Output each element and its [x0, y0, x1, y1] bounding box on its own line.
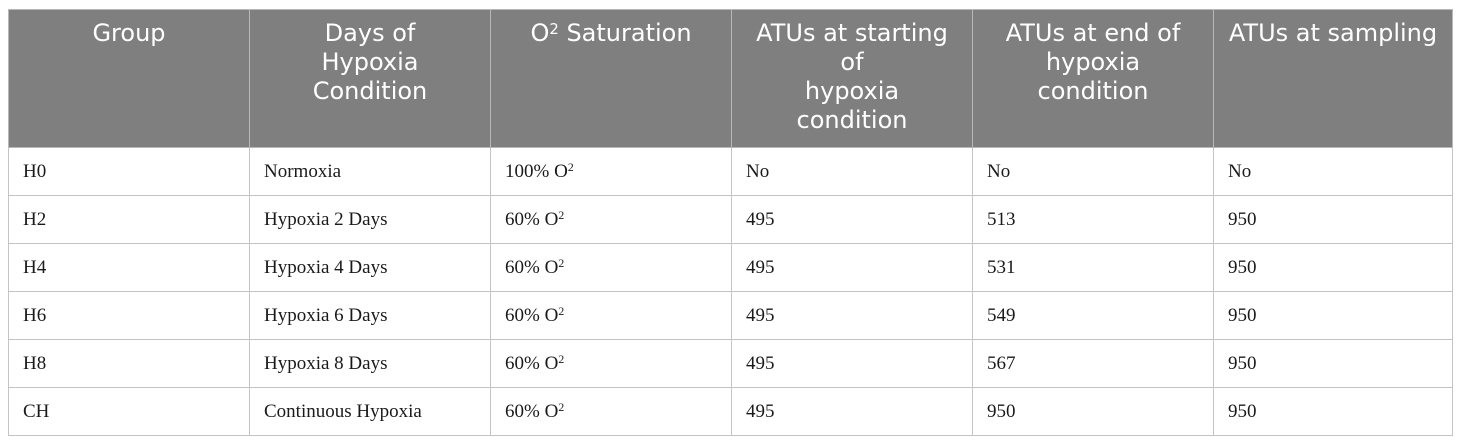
cell-o2-saturation: 60% O2: [490, 195, 732, 244]
data-table: Group Days of Hypoxia Condition O2 Satur…: [8, 9, 1453, 436]
cell-group: H4: [8, 243, 250, 292]
cell-atu-start: 495: [731, 195, 973, 244]
cell-atu-sampling: No: [1213, 147, 1453, 196]
table-container: Group Days of Hypoxia Condition O2 Satur…: [8, 9, 1453, 436]
header-atus-start: ATUs at starting of hypoxia condition: [731, 9, 973, 148]
header-atus-sampling: ATUs at sampling: [1213, 9, 1453, 148]
cell-atu-end: 531: [972, 243, 1214, 292]
cell-days: Hypoxia 4 Days: [249, 243, 491, 292]
table-row: H8 Hypoxia 8 Days 60% O2 495 567 950: [8, 339, 1453, 388]
header-group: Group: [8, 9, 250, 148]
cell-days: Hypoxia 8 Days: [249, 339, 491, 388]
cell-atu-start: 495: [731, 339, 973, 388]
cell-group: H6: [8, 291, 250, 340]
cell-days: Hypoxia 6 Days: [249, 291, 491, 340]
cell-days: Continuous Hypoxia: [249, 387, 491, 436]
cell-atu-end: 567: [972, 339, 1214, 388]
cell-o2-saturation: 100% O2: [490, 147, 732, 196]
cell-atu-sampling: 950: [1213, 291, 1453, 340]
cell-atu-start: 495: [731, 291, 973, 340]
table-header: Group Days of Hypoxia Condition O2 Satur…: [8, 9, 1453, 148]
cell-atu-start: No: [731, 147, 973, 196]
cell-group: H2: [8, 195, 250, 244]
header-o2-saturation: O2 Saturation: [490, 9, 732, 148]
cell-atu-end: 549: [972, 291, 1214, 340]
cell-group: CH: [8, 387, 250, 436]
cell-atu-end: 950: [972, 387, 1214, 436]
table-row: H6 Hypoxia 6 Days 60% O2 495 549 950: [8, 291, 1453, 340]
cell-days: Normoxia: [249, 147, 491, 196]
header-atus-end: ATUs at end of hypoxia condition: [972, 9, 1214, 148]
cell-o2-saturation: 60% O2: [490, 339, 732, 388]
header-days-of-hypoxia: Days of Hypoxia Condition: [249, 9, 491, 148]
table-row: H0 Normoxia 100% O2 No No No: [8, 147, 1453, 196]
cell-atu-sampling: 950: [1213, 387, 1453, 436]
cell-days: Hypoxia 2 Days: [249, 195, 491, 244]
cell-o2-saturation: 60% O2: [490, 387, 732, 436]
cell-o2-saturation: 60% O2: [490, 243, 732, 292]
table-row: H2 Hypoxia 2 Days 60% O2 495 513 950: [8, 195, 1453, 244]
cell-o2-saturation: 60% O2: [490, 291, 732, 340]
cell-atu-end: No: [972, 147, 1214, 196]
table-row: CH Continuous Hypoxia 60% O2 495 950 950: [8, 387, 1453, 436]
cell-atu-start: 495: [731, 243, 973, 292]
cell-atu-sampling: 950: [1213, 243, 1453, 292]
table-row: H4 Hypoxia 4 Days 60% O2 495 531 950: [8, 243, 1453, 292]
cell-atu-start: 495: [731, 387, 973, 436]
table-body: H0 Normoxia 100% O2 No No No H2 Hypoxia 2 Days 6…: [8, 147, 1453, 436]
cell-group: H0: [8, 147, 250, 196]
cell-atu-sampling: 950: [1213, 339, 1453, 388]
cell-atu-sampling: 950: [1213, 195, 1453, 244]
cell-atu-end: 513: [972, 195, 1214, 244]
header-row: Group Days of Hypoxia Condition O2 Satur…: [8, 9, 1453, 148]
cell-group: H8: [8, 339, 250, 388]
